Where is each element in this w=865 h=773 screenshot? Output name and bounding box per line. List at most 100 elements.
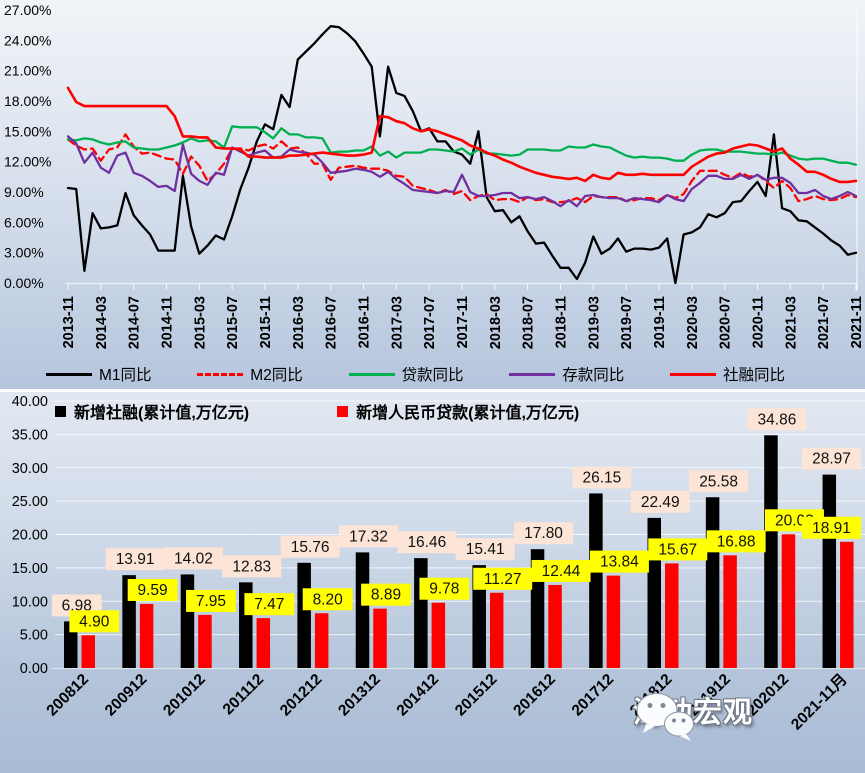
bar-value-label: 8.20 bbox=[313, 591, 344, 608]
bar-value-label-box bbox=[589, 550, 649, 573]
bar-value-label-box bbox=[339, 525, 398, 548]
bar-value-label: 8.89 bbox=[371, 587, 401, 604]
bar-value-label: 9.59 bbox=[138, 582, 168, 599]
legend-line-sample bbox=[46, 372, 92, 376]
y-tick-label: 40.00 bbox=[12, 394, 48, 410]
line-chart-panel: 2013-11 2014-03 2014-07 2014-11 2015-03 2015-… bbox=[0, 0, 865, 389]
y-tick-label: 6.00% bbox=[4, 214, 44, 230]
bar-new-tsf bbox=[589, 493, 603, 668]
series-line-m2 bbox=[66, 133, 858, 204]
y-tick-label: 3.00% bbox=[4, 245, 44, 261]
bar-value-label: 15.76 bbox=[291, 539, 330, 556]
line-chart-legend: M1同比 M2同比 贷款同比 存款同比 社融同比 bbox=[0, 361, 865, 387]
y-tick-label: 18.00% bbox=[4, 93, 51, 109]
y-tick-label: 20.00 bbox=[12, 528, 48, 544]
bar-new-loan bbox=[256, 618, 271, 668]
x-category-label: 201012 bbox=[160, 671, 209, 720]
y-tick-label: 0.00 bbox=[20, 661, 48, 677]
bar-value-label: 17.80 bbox=[524, 525, 563, 542]
x-tick-label: 2019-11 bbox=[652, 296, 668, 348]
legend-line-sample bbox=[348, 372, 395, 376]
x-tick-label: 2018-07 bbox=[521, 296, 537, 349]
bar-value-label-box bbox=[572, 466, 632, 489]
bar-new-loan bbox=[723, 555, 737, 668]
bar-value-label: 12.83 bbox=[232, 558, 271, 575]
x-tick-label: 2016-03 bbox=[291, 296, 307, 349]
bar-value-label: 4.90 bbox=[79, 613, 110, 630]
legend-item-new-tsf: 新增社融(累计值,万亿元) bbox=[55, 399, 249, 423]
y-tick-label: 9.00% bbox=[4, 184, 44, 200]
bar-value-label-box bbox=[455, 538, 515, 561]
x-category-label: 200812 bbox=[43, 671, 92, 720]
bar-value-label: 6.98 bbox=[62, 597, 92, 614]
bar-new-tsf bbox=[822, 474, 837, 668]
bar-new-loan bbox=[781, 534, 796, 668]
bar-new-loan bbox=[489, 592, 504, 668]
legend-label: M1同比 bbox=[99, 367, 152, 384]
series-line-m1 bbox=[66, 25, 858, 285]
bar-new-loan bbox=[81, 635, 95, 668]
legend-square-sample bbox=[337, 405, 349, 417]
bar-value-label-box bbox=[222, 555, 282, 578]
series-line-tsf bbox=[66, 86, 858, 184]
y-tick-label: 27.00% bbox=[4, 2, 51, 18]
legend-label: 社融同比 bbox=[722, 367, 785, 384]
bar-new-loan bbox=[840, 541, 854, 668]
bar-value-label-box bbox=[69, 610, 120, 633]
bar-value-label-box bbox=[186, 589, 236, 612]
bar-value-label-box bbox=[802, 447, 861, 470]
y-tick-label: 15.00 bbox=[12, 561, 48, 577]
bar-new-loan bbox=[606, 575, 621, 668]
bar-value-label-box bbox=[127, 578, 178, 601]
bar-new-loan bbox=[548, 584, 562, 668]
x-tick-label: 2018-03 bbox=[488, 296, 504, 349]
x-tick-label: 2021-11 bbox=[849, 296, 865, 348]
x-tick-label: 2014-11 bbox=[160, 296, 176, 348]
legend-item-m2: M2同比 bbox=[197, 363, 303, 385]
bar-value-label-box bbox=[531, 559, 591, 582]
x-tick-label: 2017-07 bbox=[422, 296, 438, 349]
x-tick-label: 2020-03 bbox=[685, 296, 701, 349]
x-tick-label: 2014-07 bbox=[127, 296, 143, 349]
legend-line-sample bbox=[669, 372, 716, 376]
y-tick-label: 35.00 bbox=[12, 427, 48, 443]
bar-value-label: 7.47 bbox=[254, 596, 284, 613]
legend-label: 新增人民币贷款(累计值,万亿元) bbox=[356, 405, 580, 422]
x-category-label: 201712 bbox=[569, 671, 618, 720]
bar-value-label-box bbox=[302, 588, 353, 611]
x-tick-label: 2015-11 bbox=[258, 296, 274, 348]
x-tick-label: 2018-11 bbox=[554, 296, 570, 348]
x-tick-label: 2019-03 bbox=[586, 296, 602, 349]
x-tick-label: 2017-03 bbox=[389, 296, 405, 349]
bar-new-tsf bbox=[297, 562, 311, 668]
bar-value-label: 7.95 bbox=[196, 593, 226, 610]
y-tick-label: 24.00% bbox=[4, 32, 51, 48]
bar-value-label: 15.41 bbox=[466, 541, 505, 558]
panel-divider bbox=[0, 389, 865, 392]
y-tick-label: 5.00 bbox=[20, 628, 48, 644]
bar-new-tsf bbox=[764, 435, 778, 668]
bar-chart-content: 40.00 35.00 30.00 25.00 20.00 15.00 10.00 5.00 0… bbox=[12, 394, 865, 733]
bar-value-label: 26.15 bbox=[583, 469, 622, 486]
bar-value-label-box bbox=[630, 490, 690, 513]
x-tick-label: 2017-11 bbox=[455, 296, 471, 348]
bar-value-label: 14.02 bbox=[174, 550, 213, 567]
bar-value-label-box bbox=[648, 538, 708, 561]
bar-value-label: 18.91 bbox=[812, 520, 851, 537]
bar-value-label-box bbox=[105, 548, 165, 571]
bar-new-tsf bbox=[472, 565, 486, 668]
bar-value-label: 16.88 bbox=[717, 533, 756, 550]
y-tick-label: 21.00% bbox=[4, 63, 51, 79]
bar-value-label-box bbox=[419, 577, 470, 600]
legend-item-tsf: 社融同比 bbox=[669, 363, 785, 385]
x-category-label: 2021-11月 bbox=[787, 670, 850, 733]
bar-value-label: 28.97 bbox=[812, 451, 851, 468]
bar-value-label: 25.58 bbox=[699, 473, 738, 490]
x-category-label: 200912 bbox=[102, 671, 151, 720]
x-tick-label: 2014-03 bbox=[94, 296, 110, 349]
bar-value-label-box bbox=[361, 583, 411, 606]
x-tick-label: 2015-07 bbox=[225, 296, 241, 349]
bar-value-label-box bbox=[280, 535, 340, 558]
bar-value-label-box bbox=[802, 516, 861, 539]
bar-new-loan bbox=[314, 613, 329, 668]
